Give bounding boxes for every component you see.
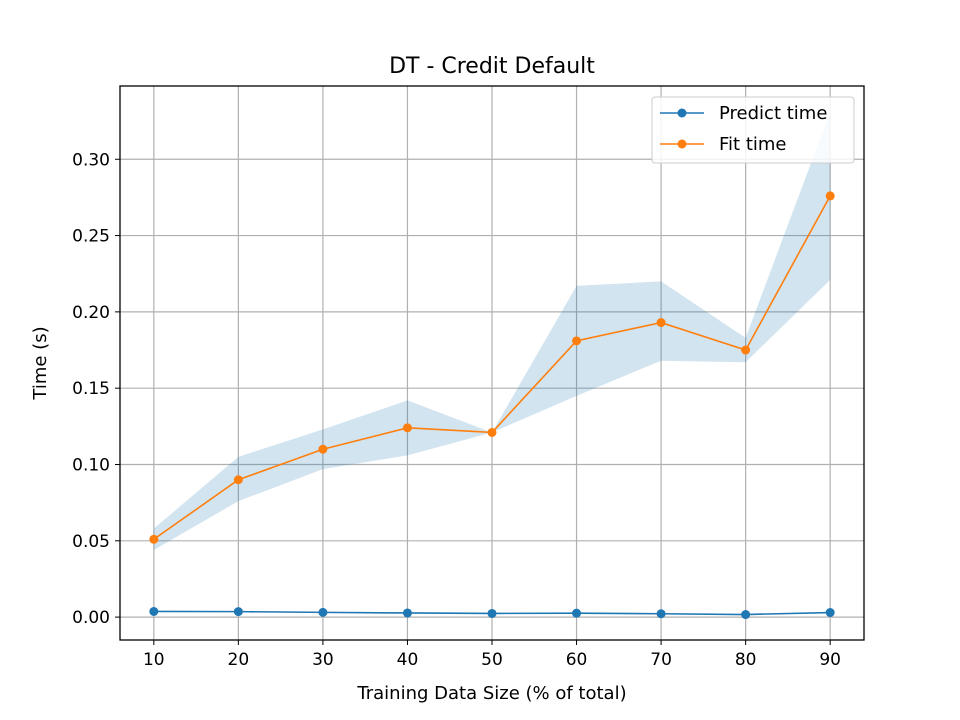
fit-time-point xyxy=(149,534,159,544)
predict-time-point xyxy=(233,607,243,617)
legend: Predict time Fit time xyxy=(651,96,855,164)
legend-label-fit-time: Fit time xyxy=(719,134,787,155)
fit-time-point xyxy=(825,191,835,201)
legend-label-predict-time: Predict time xyxy=(719,103,827,124)
fit-time-point xyxy=(487,427,497,437)
x-tick-label: 30 xyxy=(312,650,334,670)
predict-time-point xyxy=(825,608,835,618)
y-tick-label: 0.10 xyxy=(72,455,110,475)
fit-time-band-layer xyxy=(153,111,831,550)
fit-time-point xyxy=(402,423,412,433)
x-axis-ticks: 10 20 30 40 50 60 70 80 90 xyxy=(143,640,841,670)
x-tick-label: 50 xyxy=(481,650,503,670)
x-tick-label: 20 xyxy=(228,650,250,670)
data-points-layer xyxy=(149,191,835,620)
fit-time-point xyxy=(741,345,751,355)
legend-marker-fit-time xyxy=(677,139,687,149)
y-tick-label: 0.30 xyxy=(72,150,110,170)
y-tick-label: 0.20 xyxy=(72,303,110,323)
fit-time-point xyxy=(233,475,243,485)
predict-time-point xyxy=(402,608,412,618)
x-tick-label: 70 xyxy=(650,650,672,670)
legend-marker-predict-time xyxy=(677,108,687,118)
x-axis-label: Training Data Size (% of total) xyxy=(356,683,626,704)
fit-time-point xyxy=(318,444,328,454)
fit-time-point xyxy=(656,318,666,328)
fit-time-point xyxy=(572,336,582,346)
x-tick-label: 40 xyxy=(397,650,419,670)
predict-time-point xyxy=(318,607,328,617)
y-tick-label: 0.25 xyxy=(72,227,110,247)
grid-lines xyxy=(120,86,864,640)
y-axis-label: Time (s) xyxy=(30,326,51,400)
y-tick-label: 0.05 xyxy=(72,532,110,552)
predict-time-point xyxy=(149,606,159,616)
predict-time-point xyxy=(741,610,751,620)
predict-time-point xyxy=(487,608,497,618)
x-tick-label: 60 xyxy=(566,650,588,670)
y-axis-ticks: 0.00 0.05 0.10 0.15 0.20 0.25 0.30 xyxy=(72,150,120,628)
x-tick-label: 10 xyxy=(143,650,165,670)
x-tick-label: 90 xyxy=(819,650,841,670)
predict-time-point xyxy=(656,609,666,619)
x-tick-label: 80 xyxy=(735,650,757,670)
y-tick-label: 0.15 xyxy=(72,379,110,399)
predict-time-point xyxy=(572,608,582,618)
fit-time-band xyxy=(153,111,831,550)
chart-title: DT - Credit Default xyxy=(389,54,595,79)
y-tick-label: 0.00 xyxy=(72,608,110,628)
